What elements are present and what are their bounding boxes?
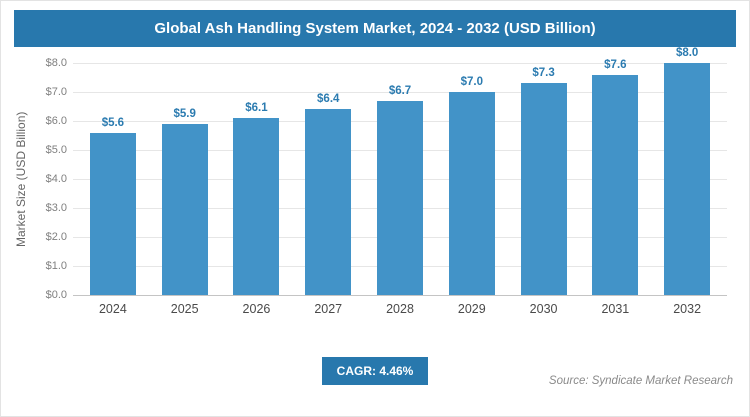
bar-group: $7.3 [508,63,580,295]
x-axis-labels: 2024 2025 2026 2027 2028 2029 2030 2031 2032 [73,295,727,323]
chart: Market Size (USD Billion) $8.0 $7.0 $6.0 $5… [1,47,749,323]
y-tick-label: $5.0 [45,144,67,156]
bar-group: $7.0 [436,63,508,295]
y-tick-label: $0.0 [45,289,67,301]
bar[interactable] [520,83,567,295]
x-tick-label: 2025 [170,302,199,316]
bar-group: $8.0 [651,47,723,295]
bar-group: $7.6 [579,59,651,295]
y-tick-label: $4.0 [45,173,67,185]
bar-group: $5.9 [149,63,221,295]
bar-group: $6.7 [364,63,436,295]
y-tick-label: $2.0 [45,231,67,243]
x-tick-label: 2029 [457,302,486,316]
y-tick-label: $7.0 [45,86,67,98]
bar-value-label: $6.1 [245,102,268,115]
y-axis-ticks: $8.0 $7.0 $6.0 $5.0 $4.0 $3.0 $2.0 $1.0 $0.0 [31,57,73,301]
bar-value-label: $7.6 [604,58,627,71]
bar[interactable] [161,123,208,295]
x-tick-label: 2024 [98,302,127,316]
y-tick-label: $6.0 [45,115,67,127]
gridline [73,63,727,64]
bar[interactable] [592,74,639,295]
x-tick-label: 2027 [314,302,343,316]
x-tick-label: 2030 [529,302,558,316]
bar[interactable] [448,92,495,295]
plot-area: $5.6 $5.9 $6.1 $6.4 $6.7 $7.0 $7.3 $7.6 $8.0 [73,47,727,296]
chart-footer: CAGR: 4.46% Source: Syndicate Market Res… [1,357,749,416]
bar[interactable] [664,63,711,295]
x-tick-label: 2028 [386,302,414,316]
x-tick-label: 2026 [242,302,271,316]
x-tick-label: 2031 [601,302,630,316]
chart-title: Global Ash Handling System Market, 2024 … [14,10,736,47]
plot-column: $5.6 $5.9 $6.1 $6.4 $6.7 $7.0 $7.3 $7.6 $8.0 202… [73,47,727,323]
gridline [73,92,727,93]
bar-value-label: $7.0 [460,76,483,88]
bar-value-label: $5.6 [101,116,125,129]
bar[interactable] [233,118,280,295]
bar-value-label: $7.3 [532,67,555,80]
y-tick-label: $1.0 [45,260,67,272]
bars: $5.6 $5.9 $6.1 $6.4 $6.7 $7.0 $7.3 $7.6 $8.0 [73,47,727,295]
bar-value-label: $6.4 [317,93,340,106]
y-tick-label: $3.0 [45,202,67,214]
gridline [73,295,727,296]
y-axis-title: Market Size (USD Billion) [14,111,28,247]
bar-value-label: $8.0 [675,47,699,59]
bar-value-label: $5.9 [173,107,196,120]
bar[interactable] [89,132,136,295]
bar[interactable] [305,109,352,295]
cagr-badge: CAGR: 4.46% [321,357,429,385]
x-tick-label: 2032 [673,302,702,316]
bar-group: $6.1 [221,63,293,295]
y-tick-label: $8.0 [45,57,67,69]
bar-group: $6.4 [292,63,364,295]
bar-group: $5.6 [77,63,149,295]
source-text: Source: Syndicate Market Research [548,375,733,387]
bar-value-label: $6.7 [388,84,412,97]
bar[interactable] [377,100,423,295]
